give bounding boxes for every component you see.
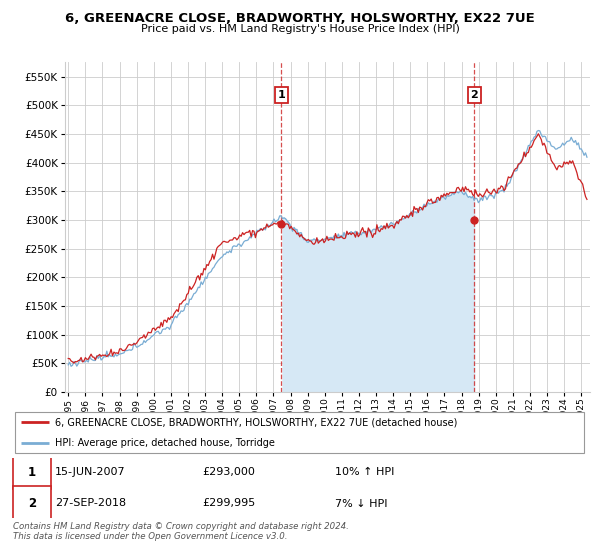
Text: 2: 2 — [28, 497, 36, 510]
Text: 2: 2 — [470, 90, 478, 100]
Text: 1: 1 — [277, 90, 285, 100]
Text: Price paid vs. HM Land Registry's House Price Index (HPI): Price paid vs. HM Land Registry's House … — [140, 24, 460, 34]
Text: 6, GREENACRE CLOSE, BRADWORTHY, HOLSWORTHY, EX22 7UE: 6, GREENACRE CLOSE, BRADWORTHY, HOLSWORT… — [65, 12, 535, 25]
Text: 15-JUN-2007: 15-JUN-2007 — [55, 467, 126, 477]
Text: Contains HM Land Registry data © Crown copyright and database right 2024.
This d: Contains HM Land Registry data © Crown c… — [13, 522, 349, 542]
Text: 7% ↓ HPI: 7% ↓ HPI — [335, 498, 387, 508]
FancyBboxPatch shape — [13, 455, 50, 489]
Text: HPI: Average price, detached house, Torridge: HPI: Average price, detached house, Torr… — [55, 437, 275, 447]
Text: £299,995: £299,995 — [202, 498, 256, 508]
Text: 6, GREENACRE CLOSE, BRADWORTHY, HOLSWORTHY, EX22 7UE (detached house): 6, GREENACRE CLOSE, BRADWORTHY, HOLSWORT… — [55, 417, 458, 427]
FancyBboxPatch shape — [15, 412, 584, 453]
Text: 10% ↑ HPI: 10% ↑ HPI — [335, 467, 394, 477]
Text: 1: 1 — [28, 465, 36, 479]
Text: £293,000: £293,000 — [202, 467, 255, 477]
Text: 27-SEP-2018: 27-SEP-2018 — [55, 498, 127, 508]
FancyBboxPatch shape — [13, 486, 50, 521]
